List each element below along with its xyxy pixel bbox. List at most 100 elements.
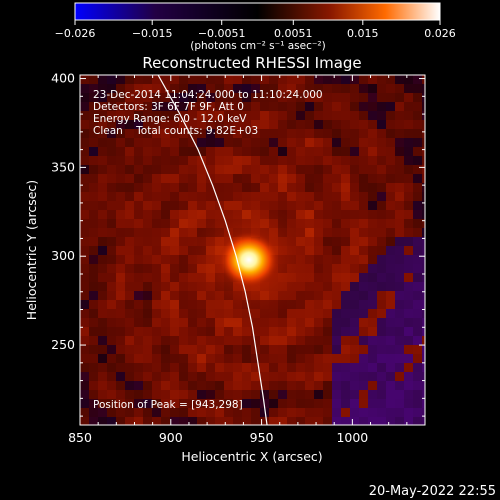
heatmap-cell	[305, 408, 315, 418]
heatmap-cell	[413, 309, 423, 319]
heatmap-cell	[98, 165, 108, 175]
heatmap-cell	[332, 264, 342, 274]
heatmap-cell	[368, 390, 378, 400]
heatmap-cell	[197, 120, 207, 130]
heatmap-cell	[278, 147, 288, 157]
heatmap-cell	[332, 345, 342, 355]
heatmap-cell	[188, 363, 198, 373]
x-tick-label: 950	[250, 430, 274, 445]
heatmap-cell	[314, 327, 324, 337]
heatmap-cell	[350, 417, 360, 425]
heatmap-cell	[314, 246, 324, 256]
heatmap-cell	[251, 399, 261, 409]
heatmap-cell	[377, 138, 387, 148]
heatmap-cell	[296, 102, 306, 112]
colorbar	[74, 2, 441, 21]
heatmap-cell	[350, 300, 360, 310]
heatmap-cell	[152, 264, 162, 274]
heatmap-cell	[206, 381, 216, 391]
heatmap-cell	[242, 84, 252, 94]
heatmap-cell	[395, 192, 405, 202]
heatmap-cell	[125, 264, 135, 274]
heatmap-cell	[170, 336, 180, 346]
heatmap-cell	[107, 354, 117, 364]
heatmap-cell	[287, 399, 297, 409]
heatmap-cell	[404, 363, 414, 373]
heatmap-cell	[404, 174, 414, 184]
heatmap-cell	[251, 138, 261, 148]
heatmap-cell	[359, 192, 369, 202]
heatmap-cell	[251, 354, 261, 364]
heatmap-cell	[404, 327, 414, 337]
heatmap-cell	[215, 408, 225, 418]
heatmap-cell	[242, 408, 252, 418]
heatmap-cell	[188, 174, 198, 184]
heatmap-cell	[116, 165, 126, 175]
heatmap-cell	[242, 336, 252, 346]
heatmap-cell	[98, 390, 108, 400]
heatmap-cell	[215, 129, 225, 139]
heatmap-cell	[134, 156, 144, 166]
heatmap-cell	[350, 165, 360, 175]
heatmap-cell	[269, 93, 279, 103]
heatmap-cell	[143, 237, 153, 247]
heatmap-cell	[116, 147, 126, 157]
heatmap-cell	[350, 183, 360, 193]
heatmap-cell	[296, 408, 306, 418]
heatmap-cell	[269, 156, 279, 166]
heatmap-cell	[170, 273, 180, 283]
heatmap-cell	[404, 264, 414, 274]
heatmap-cell	[359, 138, 369, 148]
colorbar-tick-label: 0.026	[424, 27, 456, 40]
heatmap-cell	[80, 183, 90, 193]
heatmap-cell	[251, 390, 261, 400]
heatmap-cell	[179, 318, 189, 328]
heatmap-cell	[170, 399, 180, 409]
heatmap-cell	[368, 417, 378, 425]
heatmap-cell	[98, 372, 108, 382]
heatmap-cell	[107, 210, 117, 220]
heatmap-cell	[296, 174, 306, 184]
heatmap-cell	[260, 381, 270, 391]
heatmap-cell	[143, 363, 153, 373]
heatmap-cell	[215, 399, 225, 409]
heatmap-cell	[395, 264, 405, 274]
heatmap-cell	[314, 291, 324, 301]
heatmap-cell	[332, 300, 342, 310]
heatmap-cell	[422, 120, 425, 130]
heatmap-cell	[413, 210, 423, 220]
heatmap-cell	[125, 255, 135, 265]
heatmap-cell	[179, 129, 189, 139]
heatmap-cell	[422, 237, 425, 247]
heatmap-cell	[80, 84, 90, 94]
heatmap-cell	[314, 336, 324, 346]
heatmap-cell	[215, 102, 225, 112]
heatmap-cell	[287, 156, 297, 166]
heatmap-cell	[296, 138, 306, 148]
heatmap-cell	[323, 291, 333, 301]
heatmap-cell	[395, 246, 405, 256]
heatmap-cell	[404, 408, 414, 418]
heatmap-cell	[323, 336, 333, 346]
heatmap-cell	[269, 120, 279, 130]
heatmap-cell	[395, 111, 405, 121]
heatmap-cell	[152, 327, 162, 337]
heatmap-cell	[422, 165, 425, 175]
heatmap-cell	[395, 84, 405, 94]
heatmap-cell	[80, 120, 90, 130]
heatmap-cell	[314, 210, 324, 220]
heatmap-cell	[377, 102, 387, 112]
heatmap-cell	[242, 102, 252, 112]
heatmap-cell	[368, 75, 378, 85]
heatmap-cell	[395, 327, 405, 337]
heatmap-cell	[152, 381, 162, 391]
x-tick-label: 1000	[336, 430, 368, 445]
heatmap-cell	[143, 93, 153, 103]
heatmap-cell	[152, 228, 162, 238]
heatmap-cell	[188, 417, 198, 425]
heatmap-cell	[170, 363, 180, 373]
heatmap-cell	[107, 138, 117, 148]
axes-ticks: 850 900 950 1000 250 300 350 400	[51, 71, 426, 445]
heatmap-cell	[170, 309, 180, 319]
heatmap-cell	[98, 183, 108, 193]
